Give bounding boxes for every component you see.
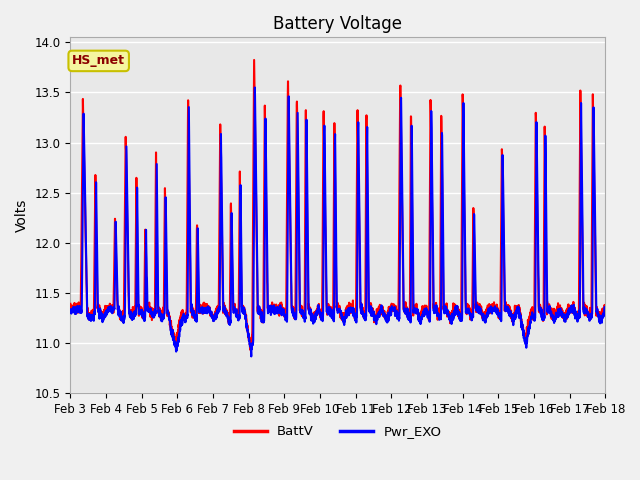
Text: HS_met: HS_met — [72, 54, 125, 67]
Line: Pwr_EXO: Pwr_EXO — [70, 87, 605, 357]
Title: Battery Voltage: Battery Voltage — [273, 15, 403, 33]
Pwr_EXO — [251, 84, 259, 90]
Pwr_EXO — [248, 354, 255, 360]
Pwr_EXO — [602, 307, 609, 312]
Y-axis label: Volts: Volts — [15, 199, 29, 232]
BattV — [67, 301, 74, 307]
Pwr_EXO — [159, 316, 167, 322]
BattV — [127, 316, 135, 322]
BattV — [602, 305, 609, 311]
BattV — [159, 312, 167, 318]
Pwr_EXO — [67, 308, 74, 313]
Legend: BattV, Pwr_EXO: BattV, Pwr_EXO — [228, 420, 447, 444]
BattV — [250, 57, 258, 63]
Pwr_EXO — [534, 195, 541, 201]
Pwr_EXO — [295, 230, 303, 236]
BattV — [591, 244, 599, 250]
BattV — [272, 306, 280, 312]
BattV — [246, 347, 254, 353]
Line: BattV: BattV — [70, 60, 605, 350]
BattV — [295, 255, 303, 261]
Pwr_EXO — [272, 306, 280, 312]
Pwr_EXO — [591, 223, 599, 228]
Pwr_EXO — [127, 314, 135, 320]
BattV — [534, 230, 541, 236]
